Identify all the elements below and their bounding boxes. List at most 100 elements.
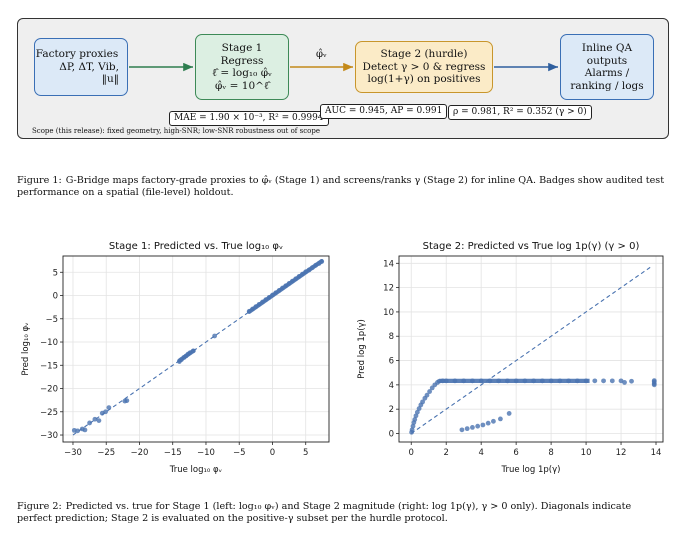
box-line: Factory proxies xyxy=(35,48,119,61)
data-point xyxy=(480,422,486,428)
data-point xyxy=(424,392,430,398)
y-tick-label: −25 xyxy=(40,408,58,418)
data-point xyxy=(212,333,218,339)
pipeline-diagram: Factory proxies ΔP, ΔT, Vib, ‖u‖ Stage 1… xyxy=(17,18,669,139)
y-tick-label: −5 xyxy=(45,315,58,325)
x-tick-label: 4 xyxy=(478,448,483,458)
x-tick-label: 0 xyxy=(270,448,275,458)
caption-text: Predicted vs. true for Stage 1 (left: lo… xyxy=(17,501,632,524)
data-point xyxy=(629,378,634,384)
y-tick-label: 5 xyxy=(53,268,58,278)
scope-note: Scope (this release): fixed geometry, hi… xyxy=(32,127,320,135)
x-tick-label: 10 xyxy=(581,448,592,458)
y-tick-label: 0 xyxy=(389,429,394,439)
data-point xyxy=(82,427,88,433)
y-tick-label: −20 xyxy=(40,385,58,395)
dense-point-band xyxy=(177,348,196,363)
data-point xyxy=(416,406,422,411)
box-line: ℓ̂ = log₁₀ φ̂ᵥ xyxy=(212,67,272,79)
x-tick-label: 12 xyxy=(616,448,627,458)
data-point xyxy=(592,378,598,384)
x-axis-label: True log₁₀ φᵥ xyxy=(169,465,223,475)
data-point xyxy=(609,378,615,384)
x-tick-label: −20 xyxy=(130,448,148,458)
stage2-hurdle-box: Stage 2 (hurdle) Detect γ > 0 & regress … xyxy=(355,41,493,93)
x-tick-label: 2 xyxy=(443,448,448,458)
badge-rho: ρ = 0.981, R² = 0.352 (γ > 0) xyxy=(448,105,592,120)
data-point xyxy=(412,417,418,422)
chart-title: Stage 2: Predicted vs True log 1p(γ) (γ … xyxy=(423,241,640,252)
data-point xyxy=(420,399,426,405)
y-tick-label: 2 xyxy=(389,405,394,415)
data-point xyxy=(427,389,432,394)
perfect-prediction-diagonal xyxy=(410,265,653,434)
caption-text: G-Bridge maps factory-grade proxies to φ… xyxy=(17,175,665,198)
y-tick-label: 4 xyxy=(389,381,394,391)
box-line: ranking / logs xyxy=(570,79,644,92)
data-point xyxy=(506,411,512,416)
x-tick-label: 0 xyxy=(409,448,414,458)
figure1-caption: Figure 1: G-Bridge maps factory-grade pro… xyxy=(17,175,669,198)
badge-mae: MAE = 1.90 × 10⁻³, R² = 0.9994 xyxy=(169,111,329,126)
data-point xyxy=(410,423,416,429)
box-line: φ̂ᵥ = 10^ℓ̂ xyxy=(215,79,269,92)
y-tick-label: 14 xyxy=(383,259,394,269)
box-line: outputs xyxy=(586,54,628,67)
box-line: Stage 1 xyxy=(221,42,263,54)
data-point xyxy=(103,409,108,415)
x-tick-label: 5 xyxy=(303,448,308,458)
x-tick-label: 14 xyxy=(651,448,662,458)
data-point xyxy=(464,426,470,432)
figure2-caption: Figure 2: Predicted vs. true for Stage 1 … xyxy=(17,501,669,524)
data-point xyxy=(475,423,481,429)
y-tick-label: 8 xyxy=(389,332,394,342)
data-point xyxy=(124,398,130,404)
box-line: log(1+γ) on positives xyxy=(367,73,481,86)
y-axis-label: Pred log 1p(γ) xyxy=(357,319,367,379)
data-point xyxy=(485,420,491,426)
x-tick-label: 8 xyxy=(548,448,553,458)
stage2-scatter-plot: 0 2 4 6 8 10 12 14 0 2 4 6 8 10 12 14 Stage 2: Predicted… xyxy=(353,238,671,478)
data-point xyxy=(651,379,657,385)
data-point xyxy=(491,418,496,424)
badge-auc: AUC = 0.945, AP = 0.991 xyxy=(320,104,448,119)
x-tick-label: −5 xyxy=(233,448,246,458)
arrow-label-phi: φ̂ᵥ xyxy=(316,49,327,60)
data-point xyxy=(601,378,606,384)
y-axis-label: Pred log₁₀ φᵥ xyxy=(21,322,31,376)
box-line: Alarms / xyxy=(584,67,630,79)
x-tick-label: −25 xyxy=(97,448,115,458)
box-line: Inline QA xyxy=(581,42,633,54)
box-line: ΔP, ΔT, Vib, xyxy=(59,60,119,73)
data-point xyxy=(96,418,102,424)
factory-proxies-box: Factory proxies ΔP, ΔT, Vib, ‖u‖ xyxy=(34,38,128,96)
inline-qa-box: Inline QA outputs Alarms / ranking / log… xyxy=(560,34,654,100)
data-point xyxy=(106,405,112,410)
x-tick-label: −10 xyxy=(197,448,215,458)
chart-svg: −30 −25 −20 −15 −10 −5 0 5 −30 −25 −20 −15 −10 −5 0 5 St… xyxy=(21,241,330,475)
x-tick-label: 6 xyxy=(513,448,518,458)
chart-svg: 0 2 4 6 8 10 12 14 0 2 4 6 8 10 12 14 Stage 2: Predicted… xyxy=(357,241,664,475)
data-point xyxy=(470,425,475,430)
data-point xyxy=(87,420,92,426)
box-line: Regress xyxy=(220,54,264,67)
plot-frame xyxy=(398,255,664,443)
data-point xyxy=(498,416,503,422)
x-tick-label: −15 xyxy=(164,448,182,458)
x-axis-label: True log 1p(γ) xyxy=(501,465,561,475)
data-point xyxy=(413,413,419,419)
dense-point-band xyxy=(247,259,324,314)
stage1-box: Stage 1 Regress ℓ̂ = log₁₀ φ̂ᵥ φ̂ᵥ = 10^… xyxy=(195,34,289,100)
data-point xyxy=(75,428,81,434)
y-tick-label: 10 xyxy=(383,308,394,318)
data-point xyxy=(459,427,465,433)
y-tick-label: 0 xyxy=(53,292,58,302)
data-point xyxy=(622,380,627,385)
data-point xyxy=(414,409,420,415)
x-tick-label: −30 xyxy=(64,448,82,458)
y-tick-label: −10 xyxy=(40,338,58,348)
box-line: ‖u‖ xyxy=(101,73,119,86)
stage1-scatter-plot: −30 −25 −20 −15 −10 −5 0 5 −30 −25 −20 −15 −10 −5 0 5 St… xyxy=(17,238,337,478)
data-point xyxy=(92,416,98,422)
y-tick-label: 6 xyxy=(389,357,394,367)
